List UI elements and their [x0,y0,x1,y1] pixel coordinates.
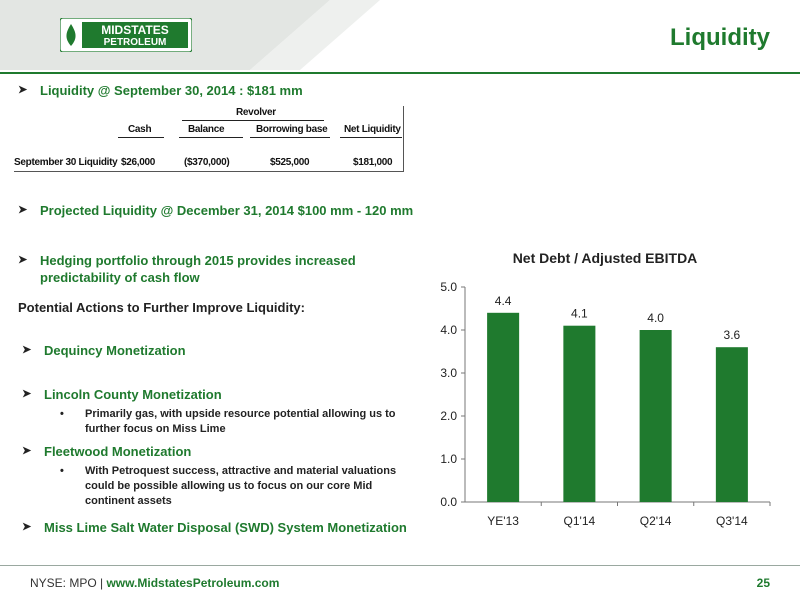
dot-bullet-icon: • [60,408,64,420]
fleetwood-sub-bullet: • With Petroquest success, attractive an… [60,464,420,509]
col-header-balance: Balance [188,124,225,135]
page-title: Liquidity [670,24,770,51]
liquidity-table: Revolver Cash Balance Borrowing base Net… [14,106,404,172]
bullet-hedging: ➤ Hedging portfolio through 2015 provide… [18,252,418,286]
page-number: 25 [756,576,770,590]
bullet-text-line2: predictability of cash flow [40,270,200,285]
x-category-label: Q1'14 [564,514,596,528]
arrow-bullet-icon: ➤ [22,445,32,457]
footer-divider [0,565,800,566]
cell-cash: $26,000 [121,157,156,168]
header-divider [0,72,800,74]
arrow-bullet-icon: ➤ [22,388,32,400]
action-text: Lincoln County Monetization [44,387,222,402]
sub-text-line1: Primarily gas, with upside resource pote… [85,408,396,420]
logo-text-top: MIDSTATES [101,23,169,37]
cell-borrowing-base: $525,000 [270,157,310,168]
bullet-text: Projected Liquidity @ December 31, 2014 … [40,203,414,218]
col-header-net-liquidity: Net Liquidity [344,124,401,135]
lincoln-sub-bullet: • Primarily gas, with upside resource po… [60,407,420,437]
col-header-cash: Cash [128,124,152,135]
cell-net-liquidity: $181,000 [353,157,393,168]
actions-heading: Potential Actions to Further Improve Liq… [18,300,305,315]
action-miss-lime-swd: ➤ Miss Lime Salt Water Disposal (SWD) Sy… [22,519,422,536]
x-category-label: Q3'14 [716,514,748,528]
sub-text-line2: further focus on Miss Lime [85,423,226,435]
bar-value-label: 3.6 [724,328,741,342]
col-header-borrowing-base: Borrowing base [256,124,328,135]
action-fleetwood: ➤ Fleetwood Monetization [22,443,402,460]
bar-value-label: 4.0 [647,311,664,325]
col-underline [250,137,330,138]
action-text: Miss Lime Salt Water Disposal (SWD) Syst… [44,520,407,535]
bar-value-label: 4.4 [495,294,512,308]
action-text: Dequincy Monetization [44,343,186,358]
action-dequincy: ➤ Dequincy Monetization [22,342,402,359]
group-underline [182,120,324,121]
y-tick-label: 1.0 [440,452,457,466]
col-underline [118,137,164,138]
bar-value-label: 4.1 [571,307,588,321]
col-underline [340,137,402,138]
net-debt-ebitda-chart: 0.0 1.0 2.0 3.0 4.0 5.0 4.4 YE'13 4.1 Q1'14 4.0 Q2'… [440,280,771,528]
bullet-text-line1: Hedging portfolio through 2015 provides … [40,253,356,268]
action-lincoln-county: ➤ Lincoln County Monetization [22,386,402,403]
x-category-label: YE'13 [487,514,519,528]
company-logo: MIDSTATES PETROLEUM [59,17,193,53]
logo-text-bottom: PETROLEUM [104,37,167,48]
y-tick-label: 0.0 [440,495,457,509]
chart-title: Net Debt / Adjusted EBITDA [512,250,698,266]
footer-website-link[interactable]: www.MidstatesPetroleum.com [106,576,280,590]
row-label: September 30 Liquidity [14,157,118,168]
cell-balance: ($370,000) [184,157,230,168]
arrow-bullet-icon: ➤ [18,84,28,96]
bar [487,312,520,502]
arrow-bullet-icon: ➤ [22,344,32,356]
bullet-liquidity-sept: ➤ Liquidity @ September 30, 2014 : $181 … [18,82,418,99]
bullet-projected-liquidity: ➤ Projected Liquidity @ December 31, 201… [18,202,478,219]
bar [715,347,748,502]
y-tick-label: 3.0 [440,366,457,380]
footer-text: NYSE: MPO | www.MidstatesPetroleum.com [30,576,279,590]
sub-text-line2: could be possible allowing us to focus o… [85,480,373,492]
arrow-bullet-icon: ➤ [18,204,28,216]
action-text: Fleetwood Monetization [44,444,192,459]
bar [639,330,672,502]
footer-prefix: NYSE: MPO | [30,576,107,590]
arrow-bullet-icon: ➤ [22,521,32,533]
y-tick-label: 5.0 [440,280,457,294]
bullet-text: Liquidity @ September 30, 2014 : $181 mm [40,83,303,98]
arrow-bullet-icon: ➤ [18,254,28,266]
x-category-label: Q2'14 [640,514,672,528]
y-tick-label: 4.0 [440,323,457,337]
y-tick-label: 2.0 [440,409,457,423]
col-underline [179,137,243,138]
dot-bullet-icon: • [60,465,64,477]
sub-text-line1: With Petroquest success, attractive and … [85,465,397,477]
bar [563,325,596,502]
table-group-header: Revolver [236,107,276,118]
sub-text-line3: continent assets [85,495,172,507]
